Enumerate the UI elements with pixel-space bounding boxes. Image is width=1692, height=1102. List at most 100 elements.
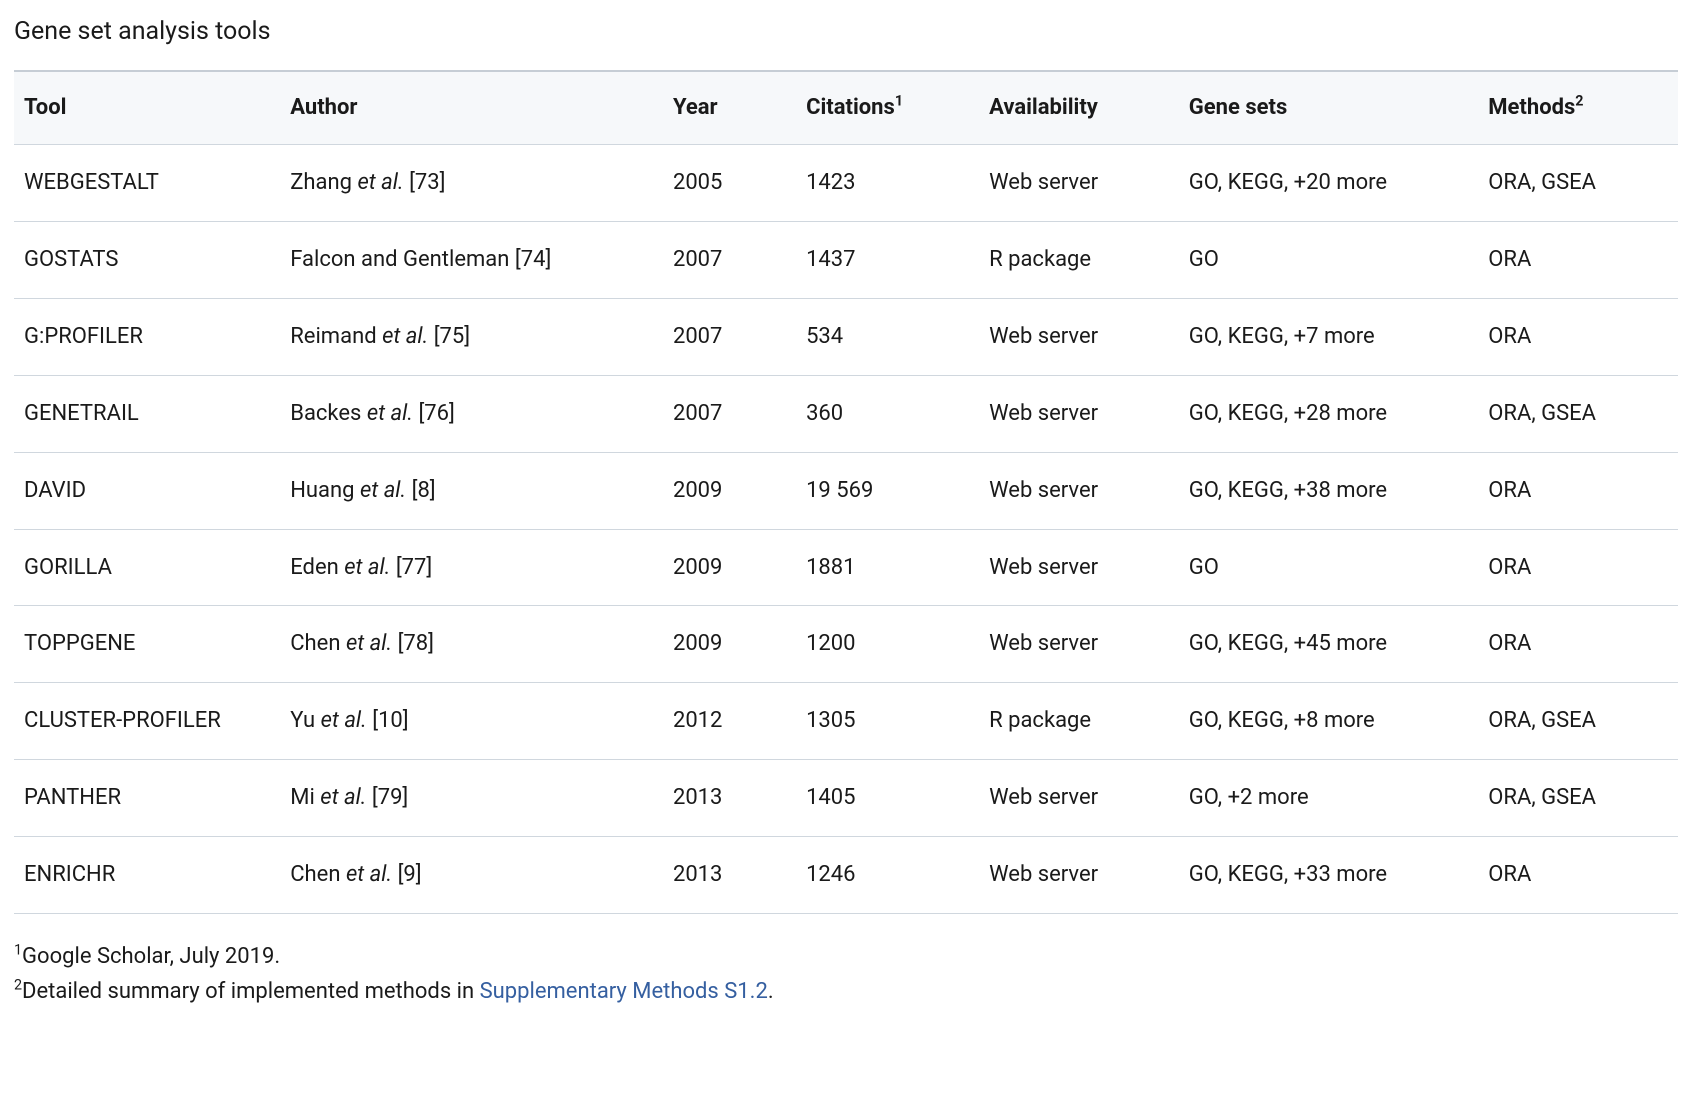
col-header-methods: Methods2 (1478, 71, 1678, 144)
cell-availability: Web server (979, 298, 1179, 375)
cell-availability: R package (979, 683, 1179, 760)
cell-year: 2009 (663, 452, 796, 529)
cell-methods: ORA, GSEA (1478, 375, 1678, 452)
footnote-2: 2Detailed summary of implemented methods… (14, 975, 1678, 1008)
cell-tool: WEBGESTALT (14, 145, 280, 222)
col-header-availability: Availability (979, 71, 1179, 144)
cell-author: Yu et al. [10] (280, 683, 663, 760)
cell-genesets: GO, KEGG, +33 more (1179, 837, 1479, 914)
cell-methods: ORA (1478, 298, 1678, 375)
cell-genesets: GO, KEGG, +7 more (1179, 298, 1479, 375)
table-row: WEBGESTALTZhang et al. [73]20051423Web s… (14, 145, 1678, 222)
col-header-methods-sup: 2 (1575, 94, 1583, 110)
cell-genesets: GO, KEGG, +28 more (1179, 375, 1479, 452)
cell-genesets: GO, KEGG, +45 more (1179, 606, 1479, 683)
cell-tool: GORILLA (14, 529, 280, 606)
cell-genesets: GO, KEGG, +8 more (1179, 683, 1479, 760)
col-header-citations-text: Citations (806, 95, 895, 120)
author-ref: [78] (398, 631, 434, 656)
author-ref: [9] (398, 862, 422, 887)
cell-genesets: GO, KEGG, +38 more (1179, 452, 1479, 529)
table-row: ENRICHRChen et al. [9]20131246Web server… (14, 837, 1678, 914)
cell-availability: Web server (979, 606, 1179, 683)
cell-author: Mi et al. [79] (280, 760, 663, 837)
cell-author: Chen et al. [78] (280, 606, 663, 683)
cell-methods: ORA (1478, 529, 1678, 606)
footnotes: 1Google Scholar, July 2019. 2Detailed su… (14, 940, 1678, 1008)
cell-availability: Web server (979, 452, 1179, 529)
cell-availability: Web server (979, 375, 1179, 452)
cell-year: 2012 (663, 683, 796, 760)
cell-citations: 360 (796, 375, 979, 452)
author-etal: et al. (367, 401, 413, 426)
table-row: G:PROFILERReimand et al. [75]2007534Web … (14, 298, 1678, 375)
cell-year: 2007 (663, 375, 796, 452)
cell-methods: ORA, GSEA (1478, 145, 1678, 222)
footnote-1-text: Google Scholar, July 2019. (22, 944, 280, 969)
cell-tool: ENRICHR (14, 837, 280, 914)
cell-genesets: GO (1179, 222, 1479, 299)
author-etal: et al. (344, 555, 390, 580)
cell-year: 2009 (663, 529, 796, 606)
cell-citations: 1437 (796, 222, 979, 299)
author-etal: et al. (360, 478, 406, 503)
author-ref: [77] (396, 555, 432, 580)
cell-year: 2007 (663, 222, 796, 299)
author-name: Huang (290, 478, 354, 503)
cell-year: 2007 (663, 298, 796, 375)
footnote-1: 1Google Scholar, July 2019. (14, 940, 1678, 973)
cell-tool: DAVID (14, 452, 280, 529)
footnote-2-text-after: . (768, 979, 774, 1004)
col-header-methods-text: Methods (1488, 95, 1575, 120)
col-header-year: Year (663, 71, 796, 144)
author-etal: et al. (320, 785, 366, 810)
cell-year: 2013 (663, 837, 796, 914)
cell-tool: CLUSTER-PROFILER (14, 683, 280, 760)
author-ref: [10] (372, 708, 408, 733)
author-name: Yu (290, 708, 315, 733)
author-etal: et al. (357, 170, 403, 195)
cell-year: 2009 (663, 606, 796, 683)
table-body: WEBGESTALTZhang et al. [73]20051423Web s… (14, 145, 1678, 914)
author-name: Zhang (290, 170, 352, 195)
cell-tool: GOSTATS (14, 222, 280, 299)
cell-author: Reimand et al. [75] (280, 298, 663, 375)
footnote-2-text-before: Detailed summary of implemented methods … (22, 979, 480, 1004)
cell-tool: PANTHER (14, 760, 280, 837)
cell-methods: ORA (1478, 606, 1678, 683)
cell-genesets: GO, +2 more (1179, 760, 1479, 837)
cell-methods: ORA (1478, 452, 1678, 529)
cell-methods: ORA (1478, 837, 1678, 914)
table-row: TOPPGENEChen et al. [78]20091200Web serv… (14, 606, 1678, 683)
cell-citations: 1200 (796, 606, 979, 683)
author-ref: [79] (372, 785, 408, 810)
cell-author: Huang et al. [8] (280, 452, 663, 529)
author-name: Backes (290, 401, 361, 426)
cell-methods: ORA, GSEA (1478, 760, 1678, 837)
table-row: DAVIDHuang et al. [8]200919 569Web serve… (14, 452, 1678, 529)
cell-availability: Web server (979, 529, 1179, 606)
author-name: Eden (290, 555, 339, 580)
author-name: Chen (290, 631, 340, 656)
cell-citations: 1405 (796, 760, 979, 837)
col-header-citations-sup: 1 (895, 94, 903, 110)
author-ref: [74] (515, 247, 551, 272)
cell-availability: Web server (979, 145, 1179, 222)
author-ref: [76] (418, 401, 454, 426)
cell-citations: 1881 (796, 529, 979, 606)
author-ref: [8] (412, 478, 436, 503)
cell-citations: 1246 (796, 837, 979, 914)
cell-tool: GENETRAIL (14, 375, 280, 452)
cell-author: Zhang et al. [73] (280, 145, 663, 222)
footnote-1-sup: 1 (14, 943, 22, 959)
cell-author: Eden et al. [77] (280, 529, 663, 606)
cell-year: 2005 (663, 145, 796, 222)
author-ref: [75] (434, 324, 470, 349)
author-etal: et al. (321, 708, 367, 733)
col-header-tool: Tool (14, 71, 280, 144)
cell-availability: Web server (979, 760, 1179, 837)
footnote-2-link[interactable]: Supplementary Methods S1.2 (480, 979, 768, 1004)
table-row: PANTHERMi et al. [79]20131405Web serverG… (14, 760, 1678, 837)
cell-citations: 19 569 (796, 452, 979, 529)
table-row: GOSTATSFalcon and Gentleman [74]20071437… (14, 222, 1678, 299)
